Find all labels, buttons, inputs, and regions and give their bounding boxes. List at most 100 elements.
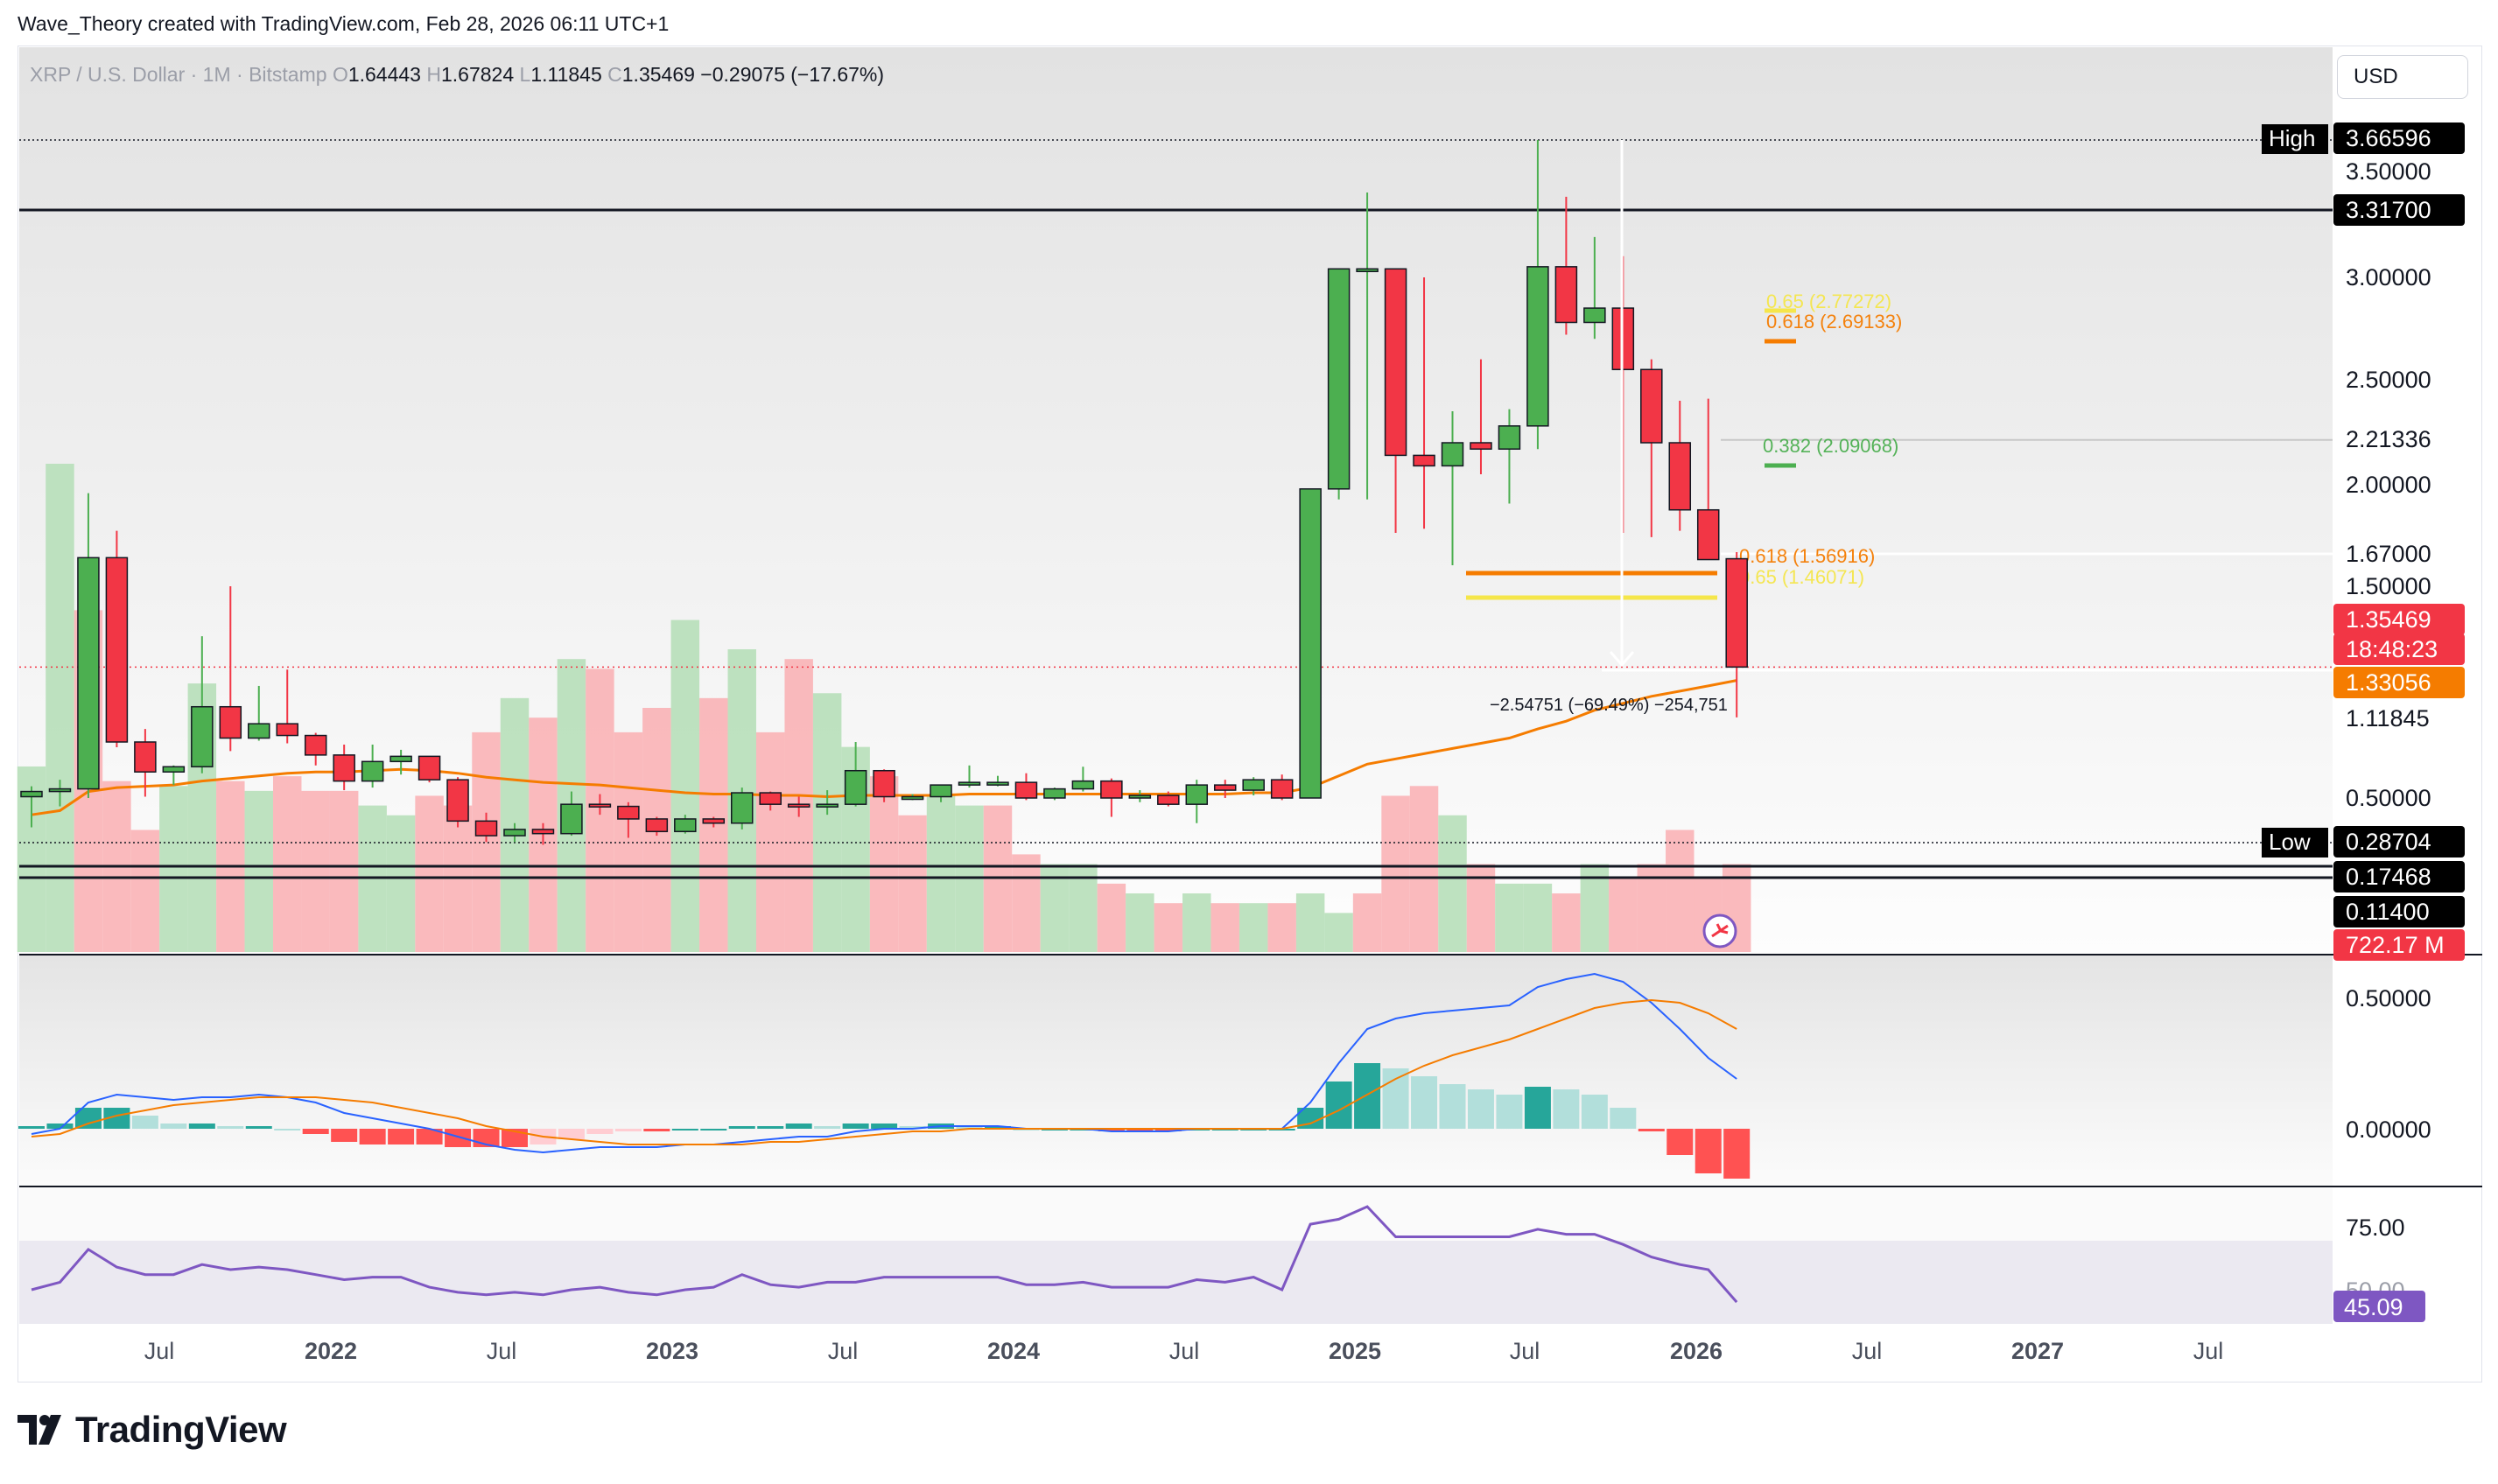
candle-body: [418, 755, 441, 780]
candle: [474, 812, 498, 843]
macd-histogram-bar: [1553, 1089, 1580, 1129]
fib-levels: 0.65 (2.77272)0.618 (2.69133) 0.382 (2.09…: [1466, 290, 1902, 600]
candle: [1554, 196, 1578, 335]
price-label-box: [2333, 896, 2465, 928]
price-label-box: [2333, 604, 2465, 635]
volume-bar: [1267, 903, 1296, 952]
volume-bar: [1552, 893, 1581, 952]
volume-bar: [898, 815, 927, 952]
macd-histogram-bar: [1638, 1129, 1665, 1131]
candle: [901, 794, 924, 801]
candle-body: [134, 741, 157, 773]
time-axis-label: 2023: [646, 1338, 698, 1364]
candle-body: [844, 769, 867, 805]
macd-histogram-bar: [1154, 1129, 1182, 1131]
legend-l_value: 1.11845: [530, 63, 607, 86]
candle: [816, 790, 839, 816]
macd-histogram-bar: [1439, 1084, 1466, 1129]
candle-body: [759, 792, 782, 805]
macd-histogram-bar: [1581, 1095, 1608, 1129]
macd-histogram-bar: [359, 1129, 386, 1144]
candle-body: [276, 723, 298, 737]
candle-body: [1356, 268, 1379, 273]
volume-bar: [329, 790, 359, 952]
candle: [873, 769, 895, 802]
candle: [1128, 790, 1152, 802]
macd-histogram-bar: [388, 1129, 415, 1144]
price-label-box: [2333, 826, 2465, 858]
candle: [1014, 773, 1038, 801]
price-axis-label: 2.50000: [2346, 367, 2431, 393]
candle-body: [1441, 442, 1464, 467]
price-label-text: 1.33056: [2346, 669, 2431, 696]
candle: [1696, 398, 1720, 561]
price-tag-box: [2262, 828, 2328, 858]
candle-body: [930, 784, 952, 798]
candle-body: [1384, 268, 1407, 457]
candle-body: [20, 790, 43, 798]
price-label-box: [2333, 634, 2465, 665]
volume-bar: [1126, 893, 1154, 952]
candle-body: [1043, 788, 1066, 799]
tradingview-logo-icon: [18, 1413, 67, 1446]
candle-body: [446, 779, 469, 822]
volume-bar: [386, 815, 416, 952]
macd-histogram-bar: [274, 1129, 301, 1130]
ohlc-legend: XRP / U.S. Dollar · 1M · Bitstamp O1.644…: [30, 63, 884, 86]
candle: [1441, 411, 1464, 566]
candle-body: [1696, 508, 1720, 561]
fib-level-label: 0.618 (1.56916): [1739, 545, 1875, 567]
candle: [446, 777, 469, 828]
candle: [1470, 359, 1492, 474]
currency-selector-button[interactable]: USD: [2337, 55, 2468, 99]
volume-bar: [472, 732, 501, 952]
volume-bar: [1295, 893, 1325, 952]
price-label-text: 1.50000: [2346, 573, 2431, 599]
macd-histogram-bar: [131, 1116, 158, 1129]
price-axis-label: 722.17 M: [2333, 929, 2465, 961]
candle-body: [1470, 442, 1492, 450]
time-axis-label: Jul: [828, 1338, 859, 1364]
time-axis-label: Jul: [487, 1338, 517, 1364]
price-label-text: 2.50000: [2346, 367, 2431, 393]
chart-author-header: Wave_Theory created with TradingView.com…: [18, 12, 670, 35]
legend-symbol: XRP / U.S. Dollar · 1M · Bitstamp: [30, 63, 333, 86]
legend-change: −0.29075 (−17.67%): [700, 63, 884, 86]
price-axis-label: 3.50000: [2346, 158, 2431, 185]
price-axis-label: 3.66596 High: [2262, 122, 2465, 154]
candle-body: [333, 754, 355, 782]
volume-bar: [130, 830, 160, 952]
candle-body: [958, 781, 981, 786]
candle: [134, 729, 157, 797]
volume-bar: [46, 464, 74, 952]
price-tag-text: High: [2269, 125, 2315, 151]
candle: [503, 822, 526, 843]
candle-body: [77, 556, 100, 790]
candle: [1384, 268, 1407, 534]
macd-histogram-bar: [956, 1126, 983, 1129]
price-label-text: 3.00000: [2346, 264, 2431, 290]
volume-bar: [1182, 893, 1211, 952]
macd-histogram-bar: [643, 1129, 670, 1131]
price-label-text: 0.11400: [2346, 899, 2430, 925]
candle: [304, 732, 327, 766]
candle: [986, 775, 1009, 787]
candle: [702, 816, 726, 828]
tradingview-logo[interactable]: TradingView: [18, 1409, 287, 1451]
candle: [77, 493, 100, 798]
price-label-box: [2333, 424, 2465, 455]
volume-bar: [1609, 878, 1638, 952]
time-axis-label: 2022: [305, 1338, 357, 1364]
candle: [844, 741, 867, 807]
candle-body: [1498, 425, 1521, 450]
macd-pane: [18, 972, 1751, 1179]
time-axis-label: Jul: [1169, 1338, 1200, 1364]
sparkle-icon-glyph: [1711, 923, 1729, 938]
macd-histogram-bar: [18, 1126, 45, 1129]
macd-histogram-bar: [586, 1129, 614, 1134]
price-axis-label: 3.31700: [2333, 194, 2465, 226]
price-axis-label: 2.21336: [2333, 424, 2465, 455]
candle: [731, 788, 754, 830]
candle-body: [1242, 779, 1265, 791]
